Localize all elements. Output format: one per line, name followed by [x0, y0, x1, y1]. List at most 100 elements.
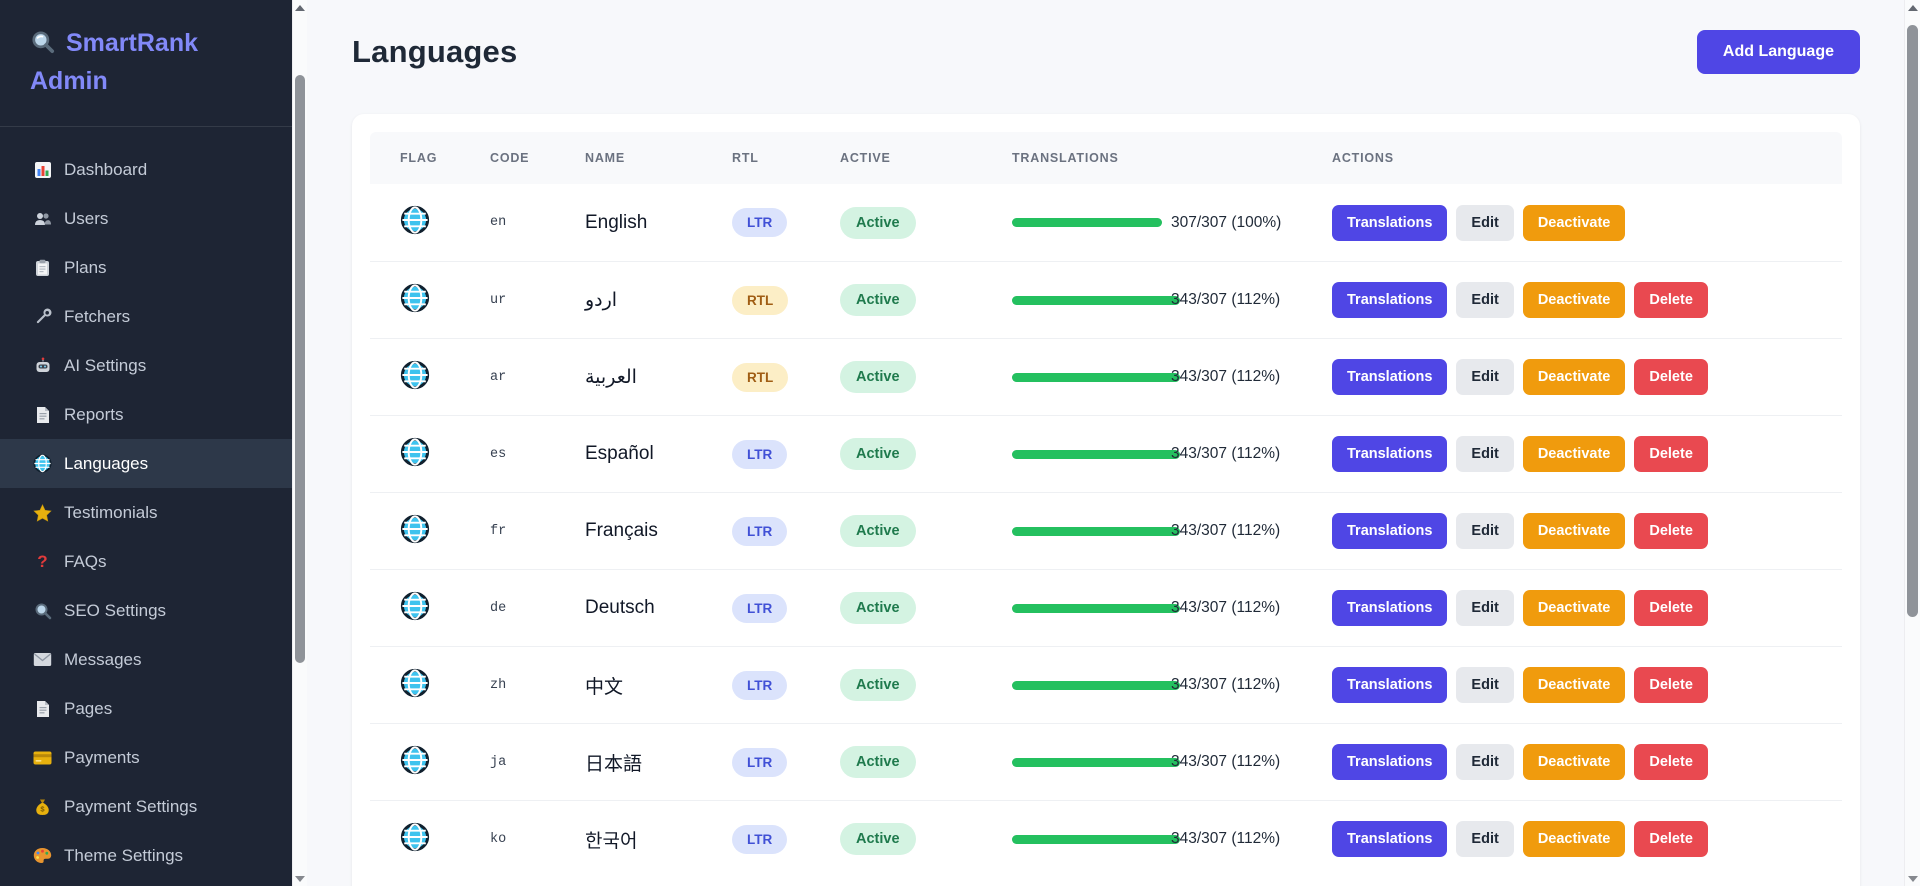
- translations-button[interactable]: Translations: [1332, 204, 1448, 241]
- translations-count: 343/307 (112%): [1171, 599, 1281, 616]
- progress-bar: [1012, 526, 1180, 536]
- deactivate-button[interactable]: Deactivate: [1522, 359, 1626, 395]
- language-name: 中文: [585, 676, 624, 698]
- users-icon: [33, 209, 52, 228]
- translations-button[interactable]: Translations: [1332, 667, 1448, 703]
- status-badge: Active: [840, 515, 916, 547]
- scroll-down-icon[interactable]: [1905, 871, 1920, 886]
- scroll-up-icon[interactable]: [293, 0, 307, 15]
- sidebar-item-ai-settings[interactable]: AI Settings: [0, 341, 292, 390]
- progress-bar: [1012, 295, 1180, 305]
- edit-button[interactable]: Edit: [1456, 821, 1514, 857]
- translations-button[interactable]: Translations: [1332, 821, 1448, 857]
- progress-bar-fill: [1012, 218, 1162, 227]
- sidebar: SmartRank Admin Dashboard Users Plans Fetch…: [0, 0, 292, 886]
- translations-count: 343/307 (112%): [1171, 753, 1281, 770]
- globe-flag-icon: [400, 822, 430, 856]
- translations-progress: 343/307 (112%): [1012, 753, 1332, 771]
- delete-button[interactable]: Delete: [1634, 513, 1708, 549]
- status-badge: Active: [840, 669, 916, 701]
- status-badge: Active: [840, 206, 916, 239]
- edit-button[interactable]: Edit: [1456, 359, 1514, 395]
- translations-button[interactable]: Translations: [1332, 359, 1448, 395]
- deactivate-button[interactable]: Deactivate: [1522, 204, 1626, 241]
- status-badge: Active: [840, 592, 916, 624]
- table-body: en English LTR Active 307/307 (100%) Translat…: [370, 184, 1842, 877]
- clipboard-icon: [33, 258, 52, 277]
- deactivate-button[interactable]: Deactivate: [1522, 667, 1626, 703]
- edit-button[interactable]: Edit: [1456, 204, 1514, 241]
- bar-chart-icon: [33, 160, 52, 179]
- page-scrollbar-thumb[interactable]: [1907, 25, 1918, 617]
- edit-button[interactable]: Edit: [1456, 436, 1514, 472]
- deactivate-button[interactable]: Deactivate: [1522, 282, 1626, 318]
- sidebar-item-seo-settings[interactable]: SEO Settings: [0, 586, 292, 635]
- add-language-button[interactable]: Add Language: [1696, 30, 1860, 74]
- translations-button[interactable]: Translations: [1332, 590, 1448, 626]
- globe-icon: [33, 454, 52, 473]
- direction-badge: LTR: [732, 516, 788, 546]
- sidebar-item-users[interactable]: Users: [0, 194, 292, 243]
- page-scrollbar[interactable]: [1904, 0, 1920, 886]
- sidebar-item-theme-settings[interactable]: Theme Settings: [0, 831, 292, 880]
- deactivate-button[interactable]: Deactivate: [1522, 821, 1626, 857]
- edit-button[interactable]: Edit: [1456, 744, 1514, 780]
- globe-flag-icon: [400, 205, 430, 239]
- sidebar-item-reports[interactable]: Reports: [0, 390, 292, 439]
- translations-button[interactable]: Translations: [1332, 282, 1448, 318]
- edit-button[interactable]: Edit: [1456, 667, 1514, 703]
- translations-button[interactable]: Translations: [1332, 513, 1448, 549]
- progress-bar: [1012, 218, 1162, 227]
- delete-button[interactable]: Delete: [1634, 282, 1708, 318]
- delete-button[interactable]: Delete: [1634, 821, 1708, 857]
- edit-button[interactable]: Edit: [1456, 513, 1514, 549]
- translations-button[interactable]: Translations: [1332, 436, 1448, 472]
- sidebar-item-languages[interactable]: Languages: [0, 439, 292, 488]
- sidebar-item-payment-settings[interactable]: $ Payment Settings: [0, 782, 292, 831]
- globe-flag-icon: [400, 668, 430, 702]
- sidebar-item-payments[interactable]: Payments: [0, 733, 292, 782]
- sidebar-scrollbar-thumb[interactable]: [295, 75, 305, 663]
- star-icon: [33, 503, 52, 522]
- delete-button[interactable]: Delete: [1634, 744, 1708, 780]
- translations-count: 343/307 (112%): [1171, 368, 1281, 385]
- column-header-actions: ACTIONS: [1332, 151, 1394, 165]
- scroll-down-icon[interactable]: [293, 871, 307, 886]
- translations-progress: 307/307 (100%): [1012, 214, 1332, 232]
- sidebar-item-pages[interactable]: Pages: [0, 684, 292, 733]
- delete-button[interactable]: Delete: [1634, 436, 1708, 472]
- table-row-ur: ur اردو RTL Active 343/307 (112%) Translation…: [370, 261, 1842, 338]
- language-code: en: [490, 215, 507, 230]
- main-content: Languages Add Language FLAG CODE NAME RTL AC…: [307, 0, 1904, 886]
- money-bag-icon: $: [33, 797, 52, 816]
- sidebar-scrollbar[interactable]: [292, 0, 307, 886]
- deactivate-button[interactable]: Deactivate: [1522, 590, 1626, 626]
- sidebar-item-testimonials[interactable]: Testimonials: [0, 488, 292, 537]
- sidebar-item-label: Testimonials: [64, 502, 158, 522]
- delete-button[interactable]: Delete: [1634, 590, 1708, 626]
- sidebar-item-plans[interactable]: Plans: [0, 243, 292, 292]
- language-code: ja: [490, 754, 507, 770]
- delete-button[interactable]: Delete: [1634, 667, 1708, 703]
- sidebar-item-dashboard[interactable]: Dashboard: [0, 145, 292, 194]
- sidebar-item-fetchers[interactable]: Fetchers: [0, 292, 292, 341]
- magnifier-icon: [30, 29, 56, 64]
- progress-bar: [1012, 834, 1180, 844]
- direction-badge: LTR: [732, 670, 788, 700]
- sidebar-nav: Dashboard Users Plans Fetchers AI Settings Re…: [0, 127, 292, 880]
- translations-progress: 343/307 (112%): [1012, 830, 1332, 848]
- edit-button[interactable]: Edit: [1456, 282, 1514, 318]
- translations-progress: 343/307 (112%): [1012, 291, 1332, 309]
- table-row-ja: ja 日本語 LTR Active 343/307 (112%) Translations…: [370, 723, 1842, 800]
- deactivate-button[interactable]: Deactivate: [1522, 513, 1626, 549]
- sidebar-item-faqs[interactable]: ? FAQs: [0, 537, 292, 586]
- deactivate-button[interactable]: Deactivate: [1522, 744, 1626, 780]
- scroll-up-icon[interactable]: [1905, 0, 1920, 15]
- delete-button[interactable]: Delete: [1634, 359, 1708, 395]
- deactivate-button[interactable]: Deactivate: [1522, 436, 1626, 472]
- credit-card-icon: [33, 748, 52, 767]
- translations-button[interactable]: Translations: [1332, 744, 1448, 780]
- edit-button[interactable]: Edit: [1456, 590, 1514, 626]
- globe-flag-icon: [400, 514, 430, 548]
- sidebar-item-messages[interactable]: Messages: [0, 635, 292, 684]
